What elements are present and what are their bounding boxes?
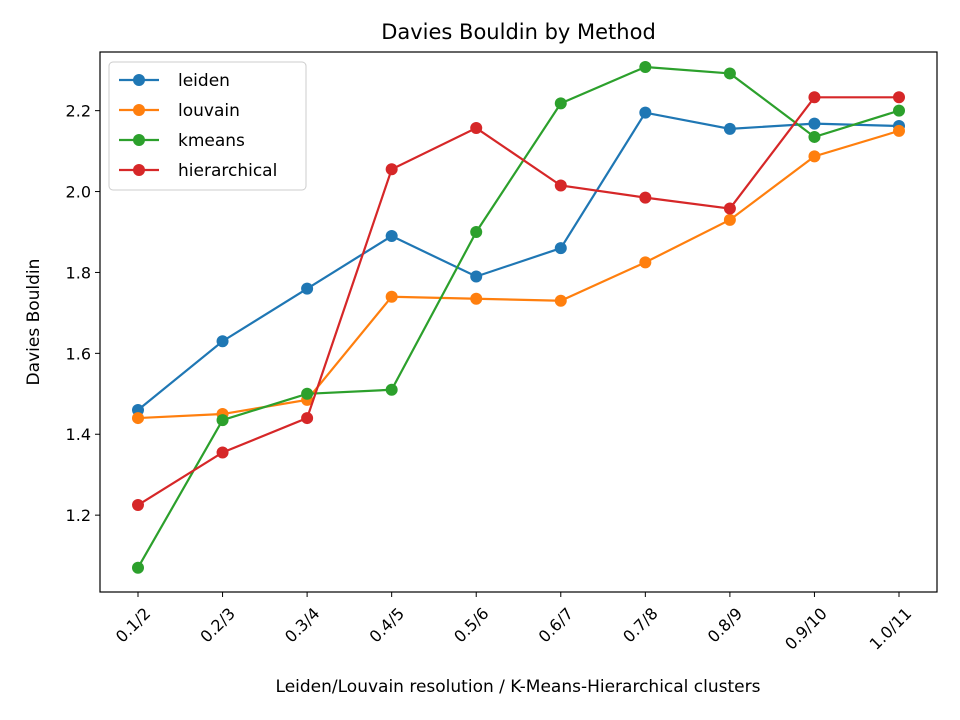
louvain-point xyxy=(893,124,905,137)
x-tick-label: 0.7/8 xyxy=(619,604,661,646)
legend-box xyxy=(108,61,307,191)
leiden-point xyxy=(723,122,736,135)
leiden-point xyxy=(301,282,314,295)
hierarchical-point xyxy=(132,499,144,512)
legend-marker xyxy=(133,74,145,86)
louvain-point xyxy=(723,213,736,226)
legend-label: louvain xyxy=(178,101,240,121)
legend-item-leiden: leiden xyxy=(119,71,230,91)
hierarchical-point xyxy=(216,446,229,459)
y-tick-label: 1.8 xyxy=(66,263,91,282)
x-tick-label: 0.8/9 xyxy=(704,604,746,646)
x-axis-ticks: 0.1/2 0.2/3 0.3/4 0.4/5 0.5/6 0.6/7 0.7/8 0.8/9… xyxy=(112,592,915,654)
series-hierarchical xyxy=(132,91,905,512)
louvain-point xyxy=(554,294,567,307)
leiden-point xyxy=(639,106,652,119)
x-tick-label: 0.9/10 xyxy=(781,604,831,654)
series-kmeans xyxy=(132,60,905,574)
legend-item-louvain: louvain xyxy=(119,101,240,121)
y-tick-label: 1.6 xyxy=(66,344,91,363)
kmeans-point xyxy=(216,414,229,427)
kmeans-line xyxy=(137,65,900,569)
kmeans-point xyxy=(301,387,314,400)
legend-label: hierarchical xyxy=(178,161,277,181)
chart-title: Davies Bouldin by Method xyxy=(381,20,656,44)
leiden-point xyxy=(470,270,483,283)
kmeans-point xyxy=(723,67,736,80)
y-tick-label: 1.2 xyxy=(66,506,91,525)
x-axis-label: Leiden/Louvain resolution / K-Means-Hier… xyxy=(276,677,761,697)
kmeans-point xyxy=(132,561,144,574)
louvain-point xyxy=(808,150,821,163)
hierarchical-point xyxy=(385,163,398,176)
x-tick-label: 0.1/2 xyxy=(112,604,154,646)
x-tick-label: 0.3/4 xyxy=(281,604,323,646)
louvain-point xyxy=(132,412,144,425)
kmeans-point xyxy=(470,226,483,238)
x-tick-label: 0.2/3 xyxy=(196,604,238,646)
leiden-point xyxy=(554,242,567,255)
x-tick-label: 0.5/6 xyxy=(450,604,492,646)
hierarchical-point xyxy=(554,179,567,192)
louvain-point xyxy=(470,292,483,305)
plot-area-frame xyxy=(99,51,938,593)
legend-item-kmeans: kmeans xyxy=(119,131,245,151)
series-layer xyxy=(132,60,905,574)
leiden-point xyxy=(385,230,398,243)
leiden-line xyxy=(137,111,900,411)
kmeans-point xyxy=(554,97,567,110)
legend-marker xyxy=(133,104,145,116)
kmeans-point xyxy=(808,130,821,143)
y-tick-label: 2.2 xyxy=(66,102,91,121)
y-axis-ticks: 1.2 1.4 1.6 1.8 2.0 2.2 xyxy=(66,102,100,525)
hierarchical-line xyxy=(137,96,899,506)
louvain-point xyxy=(385,290,398,303)
hierarchical-point xyxy=(639,191,652,204)
legend-label: leiden xyxy=(178,71,230,91)
legend: leiden louvain kmeans hierarchical xyxy=(108,61,307,191)
y-axis-label: Davies Bouldin xyxy=(24,259,44,386)
leiden-point xyxy=(808,117,821,130)
y-tick-label: 2.0 xyxy=(66,183,91,202)
leiden-point xyxy=(216,335,229,348)
x-tick-label: 0.4/5 xyxy=(366,604,408,646)
x-tick-label: 1.0/11 xyxy=(866,604,916,654)
kmeans-point xyxy=(893,104,905,117)
legend-label: kmeans xyxy=(178,131,245,151)
louvain-point xyxy=(639,256,652,269)
legend-marker xyxy=(133,134,145,146)
hierarchical-point xyxy=(723,202,736,215)
legend-item-hierarchical: hierarchical xyxy=(119,161,277,181)
hierarchical-point xyxy=(301,412,314,425)
hierarchical-point xyxy=(893,91,905,104)
hierarchical-point xyxy=(470,122,483,135)
kmeans-point xyxy=(639,60,652,73)
hierarchical-point xyxy=(808,91,821,104)
kmeans-point xyxy=(385,383,398,396)
y-tick-label: 1.4 xyxy=(66,425,91,444)
series-leiden xyxy=(132,106,905,416)
x-tick-label: 0.6/7 xyxy=(535,604,577,646)
legend-marker xyxy=(133,164,145,176)
